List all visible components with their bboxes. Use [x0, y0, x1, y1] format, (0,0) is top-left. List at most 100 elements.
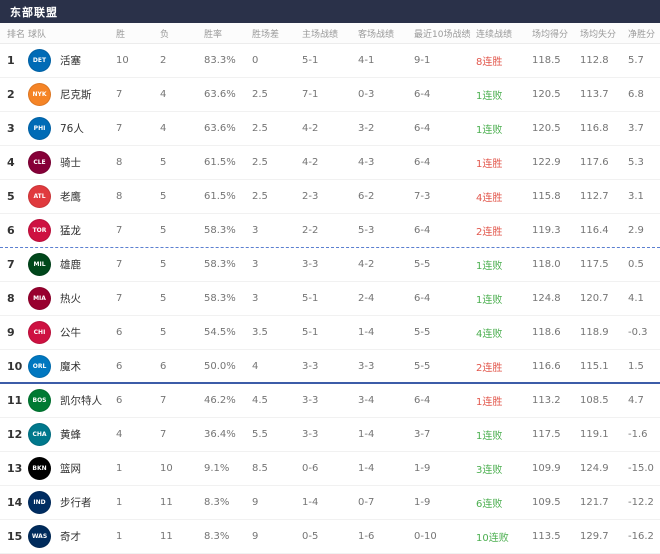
- team-name[interactable]: 猛龙: [60, 225, 81, 237]
- team-name[interactable]: 魔术: [60, 360, 81, 373]
- opp-ppg-cell: 113.7: [580, 89, 609, 100]
- net-diff-cell: -16.2: [628, 531, 654, 542]
- away-record-cell: 4-3: [358, 157, 375, 168]
- games-behind-cell: 2.5: [252, 157, 268, 168]
- losses-cell: 6: [160, 360, 167, 372]
- winpct-cell: 61.5%: [204, 157, 236, 168]
- team-cell[interactable]: PHI 76人: [28, 117, 116, 140]
- ppg-cell: 113.2: [532, 395, 561, 406]
- wins-cell: 7: [116, 293, 123, 304]
- winpct-cell: 36.4%: [204, 429, 236, 440]
- last10-cell: 6-4: [414, 225, 431, 236]
- team-cell[interactable]: BOS 凯尔特人: [28, 389, 116, 412]
- last10-cell: 6-4: [414, 293, 431, 304]
- away-record-cell: 3-4: [358, 395, 375, 406]
- last10-cell: 9-1: [414, 55, 431, 66]
- winpct-cell: 58.3%: [204, 225, 236, 236]
- team-cell[interactable]: ATL 老鹰: [28, 185, 116, 208]
- team-abbr: MIA: [33, 295, 46, 302]
- team-logo-icon: IND: [28, 491, 51, 514]
- losses-cell: 11: [160, 531, 173, 542]
- team-name[interactable]: 老鹰: [60, 191, 81, 203]
- table-row: 2 NYK 尼克斯 7 4 63.6% 2.5 7-1 0-3 6-4 1连败 …: [0, 78, 660, 112]
- last10-cell: 3-7: [414, 429, 431, 440]
- team-name[interactable]: 活塞: [60, 55, 81, 67]
- team-name[interactable]: 76人: [60, 123, 84, 135]
- opp-ppg-cell: 129.7: [580, 531, 609, 542]
- col-header-streak: 连续战绩: [476, 29, 513, 40]
- wins-cell: 8: [116, 157, 123, 168]
- opp-ppg-cell: 108.5: [580, 395, 609, 406]
- streak-cell: 6连败: [476, 499, 503, 510]
- wins-cell: 1: [116, 531, 123, 542]
- team-logo-icon: DET: [28, 49, 51, 72]
- opp-ppg-cell: 121.7: [580, 497, 609, 508]
- team-cell[interactable]: NYK 尼克斯: [28, 83, 116, 106]
- team-name[interactable]: 尼克斯: [60, 89, 92, 101]
- team-abbr: IND: [33, 499, 46, 506]
- winpct-cell: 46.2%: [204, 395, 236, 406]
- home-record-cell: 5-1: [302, 293, 319, 304]
- streak-cell: 2连胜: [476, 362, 503, 374]
- opp-ppg-cell: 119.1: [580, 429, 609, 440]
- team-cell[interactable]: MIA 热火: [28, 287, 116, 310]
- team-cell[interactable]: WAS 奇才: [28, 525, 116, 548]
- team-name[interactable]: 热火: [60, 293, 81, 305]
- games-behind-cell: 9: [252, 531, 259, 542]
- winpct-cell: 58.3%: [204, 259, 236, 270]
- ppg-cell: 120.5: [532, 123, 561, 134]
- opp-ppg-cell: 112.8: [580, 55, 609, 66]
- winpct-cell: 58.3%: [204, 293, 236, 304]
- table-row: 14 IND 步行者 1 11 8.3% 9 1-4 0-7 1-9 6连败 1…: [0, 486, 660, 520]
- team-name[interactable]: 篮网: [60, 463, 81, 475]
- team-cell[interactable]: MIL 雄鹿: [28, 253, 116, 276]
- team-cell[interactable]: BKN 篮网: [28, 457, 116, 480]
- wins-cell: 8: [116, 191, 123, 202]
- opp-ppg-cell: 116.4: [580, 225, 609, 236]
- team-name[interactable]: 奇才: [60, 531, 81, 543]
- last10-cell: 5-5: [414, 327, 431, 338]
- home-record-cell: 3-3: [302, 395, 319, 406]
- team-cell[interactable]: IND 步行者: [28, 491, 116, 514]
- net-diff-cell: -0.3: [628, 327, 648, 338]
- losses-cell: 5: [160, 225, 167, 236]
- away-record-cell: 1-4: [358, 463, 375, 474]
- col-header-winpct: 胜率: [204, 29, 223, 40]
- team-name[interactable]: 雄鹿: [60, 259, 81, 271]
- team-cell[interactable]: ORL 魔术: [28, 354, 116, 378]
- streak-cell: 2连胜: [476, 227, 503, 238]
- team-name[interactable]: 骑士: [60, 157, 81, 169]
- team-cell[interactable]: CHA 黄蜂: [28, 423, 116, 446]
- away-record-cell: 1-4: [358, 327, 375, 338]
- home-record-cell: 5-1: [302, 327, 319, 338]
- team-name[interactable]: 步行者: [60, 497, 92, 509]
- losses-cell: 4: [160, 123, 167, 134]
- streak-cell: 1连败: [476, 431, 503, 442]
- team-name[interactable]: 公牛: [60, 327, 81, 339]
- team-cell[interactable]: DET 活塞: [28, 49, 116, 72]
- games-behind-cell: 3: [252, 259, 259, 270]
- losses-cell: 2: [160, 55, 167, 66]
- last10-cell: 6-4: [414, 395, 431, 406]
- last10-cell: 6-4: [414, 157, 431, 168]
- team-logo-icon: CLE: [28, 151, 51, 174]
- team-logo-icon: PHI: [28, 117, 51, 140]
- team-name[interactable]: 凯尔特人: [60, 395, 102, 407]
- last10-cell: 7-3: [414, 191, 431, 202]
- wins-cell: 7: [116, 89, 123, 100]
- home-record-cell: 5-1: [302, 55, 319, 66]
- streak-cell: 1连败: [476, 295, 503, 306]
- team-cell[interactable]: CHI 公牛: [28, 321, 116, 344]
- losses-cell: 4: [160, 89, 167, 100]
- team-cell[interactable]: CLE 骑士: [28, 151, 116, 174]
- team-name[interactable]: 黄蜂: [60, 429, 81, 441]
- table-header-row: 排名 球队 胜 负 胜率 胜场差 主场战绩 客场战绩 最近10场战绩 连续战绩 …: [0, 23, 660, 44]
- table-row: 6 TOR 猛龙 7 5 58.3% 3 2-2 5-3 6-4 2连胜 119…: [0, 214, 660, 248]
- losses-cell: 5: [160, 327, 167, 338]
- col-header-away-record: 客场战绩: [358, 29, 395, 40]
- streak-cell: 1连败: [476, 261, 503, 272]
- rank-cell: 5: [7, 190, 15, 203]
- streak-cell: 1连胜: [476, 397, 503, 408]
- team-cell[interactable]: TOR 猛龙: [28, 219, 116, 242]
- opp-ppg-cell: 115.1: [580, 360, 609, 372]
